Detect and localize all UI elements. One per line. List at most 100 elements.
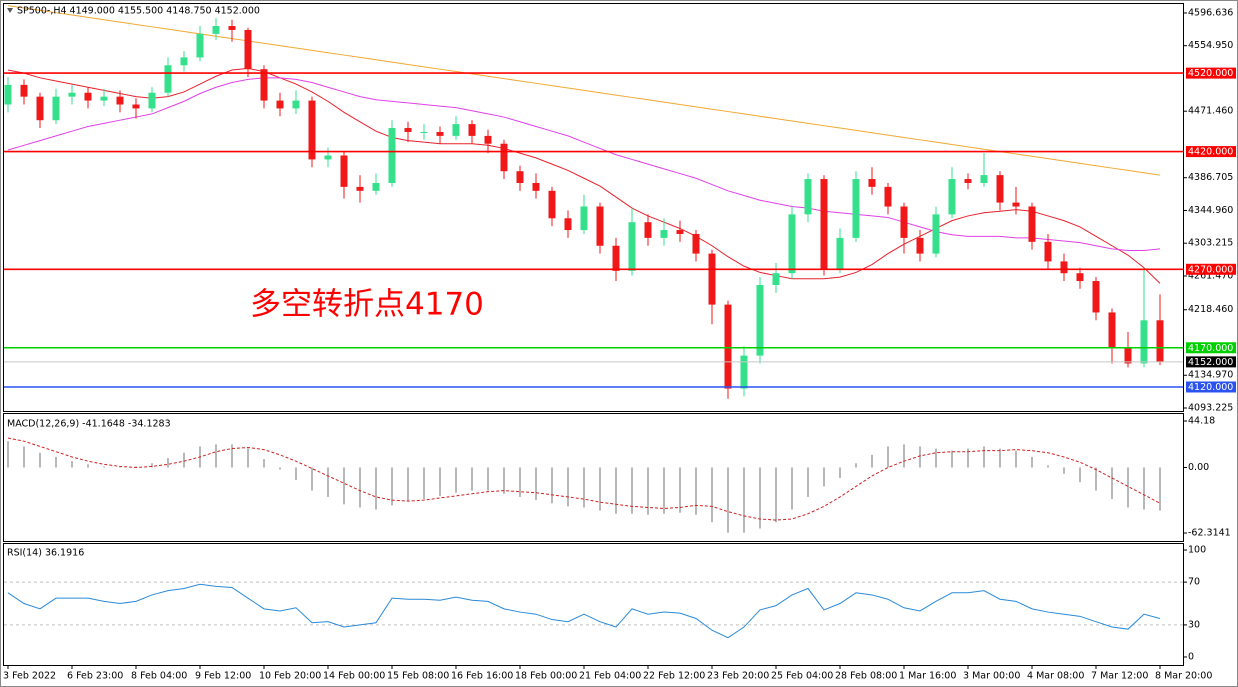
macd-bar xyxy=(1143,467,1145,510)
candle-body xyxy=(404,128,412,132)
macd-bar xyxy=(823,467,825,487)
candle-body xyxy=(100,96,108,101)
candle-body xyxy=(852,179,860,238)
macd-bar xyxy=(503,467,505,494)
panel-title: RSI(14) 36.1916 xyxy=(7,548,84,559)
candle-body xyxy=(1124,347,1132,364)
rsi-panel-frame xyxy=(3,543,1184,666)
candle-body xyxy=(612,245,620,271)
y-tick-label: 0 xyxy=(1188,651,1194,662)
candle-body xyxy=(740,355,748,389)
moving-average xyxy=(7,77,1161,251)
macd-bar xyxy=(1111,467,1113,500)
level-label-box xyxy=(1186,381,1236,393)
y-tick-label: 0.00 xyxy=(1188,462,1209,473)
level-label: 4170.000 xyxy=(1188,343,1233,354)
candle-body xyxy=(1092,281,1100,313)
candle-body xyxy=(116,96,124,105)
candle-body xyxy=(980,175,988,183)
y-tick-label: 100 xyxy=(1188,545,1206,556)
macd-bar xyxy=(295,467,297,481)
macd-panel-frame xyxy=(3,413,1184,542)
macd-bar xyxy=(471,467,473,491)
candle-body xyxy=(628,222,636,271)
candle-body xyxy=(276,100,284,109)
macd-bar xyxy=(391,467,393,506)
candle-body xyxy=(36,96,44,121)
macd-bar xyxy=(967,448,969,468)
candle-body xyxy=(564,218,572,231)
y-tick-label: 4218.460 xyxy=(1188,304,1233,315)
candle-body xyxy=(884,186,892,207)
macd-bar xyxy=(7,441,9,468)
macd-bar xyxy=(519,467,521,497)
macd-bar xyxy=(631,467,633,514)
macd-bar xyxy=(311,467,313,491)
level-label-box xyxy=(1186,67,1236,79)
candle-body xyxy=(692,233,700,254)
y-tick-label: 4386.705 xyxy=(1188,172,1233,183)
macd-bar xyxy=(743,467,745,533)
candle-body xyxy=(788,214,796,274)
level-label-box xyxy=(1186,342,1236,354)
candle-body xyxy=(260,69,268,101)
macd-bar xyxy=(615,467,617,514)
candle-body xyxy=(548,190,556,219)
rsi-line xyxy=(7,583,1161,639)
candle-body xyxy=(500,143,508,172)
macd-bar xyxy=(695,467,697,515)
candle-body xyxy=(164,65,172,93)
y-tick-label: 4261.470 xyxy=(1188,270,1233,281)
macd-bar xyxy=(119,467,121,468)
candle-body xyxy=(436,131,444,136)
symbol-icon xyxy=(7,8,13,13)
macd-bar xyxy=(167,458,169,468)
level-label-box xyxy=(1186,146,1236,158)
x-tick-label: 25 Feb 04:00 xyxy=(771,671,833,682)
macd-bar xyxy=(39,452,41,468)
x-tick-label: 4 Mar 08:00 xyxy=(1027,671,1084,682)
macd-bar xyxy=(375,467,377,510)
candle-body xyxy=(868,179,876,187)
candle-body xyxy=(212,26,220,34)
level-label: 4270.000 xyxy=(1188,264,1233,275)
x-tick-label: 8 Feb 04:00 xyxy=(131,671,187,682)
y-tick-label: 44.18 xyxy=(1188,416,1215,427)
x-tick-label: 8 Mar 20:00 xyxy=(1155,671,1212,682)
candle-body xyxy=(516,171,524,183)
candle-body xyxy=(1076,273,1084,282)
x-tick-label: 14 Feb 00:00 xyxy=(323,671,385,682)
macd-bar xyxy=(983,446,985,468)
candle-body xyxy=(916,237,924,254)
macd-bar xyxy=(103,466,105,468)
macd-bar xyxy=(1063,467,1065,474)
candle-body xyxy=(676,230,684,234)
macd-bar xyxy=(1079,467,1081,483)
candle-body xyxy=(580,206,588,231)
candle-body xyxy=(756,284,764,356)
macd-bar xyxy=(55,456,57,468)
candle-body xyxy=(1140,320,1148,364)
candle-body xyxy=(596,206,604,246)
candle-body xyxy=(292,100,300,109)
candle-body xyxy=(804,179,812,215)
level-label: 4120.000 xyxy=(1188,382,1233,393)
level-label: 4520.000 xyxy=(1188,68,1233,79)
level-label: 4420.000 xyxy=(1188,147,1233,158)
macd-bar xyxy=(871,454,873,468)
macd-bar xyxy=(1159,467,1161,511)
candle-body xyxy=(1156,320,1164,362)
y-tick-label: 30 xyxy=(1188,619,1200,630)
candle-body xyxy=(772,273,780,285)
level-label-box xyxy=(1186,356,1236,368)
price-panel-frame xyxy=(3,3,1184,412)
panel-title: MACD(12,26,9) -41.1648 -34.1283 xyxy=(7,419,171,430)
macd-bar xyxy=(839,467,841,478)
macd-bar xyxy=(727,467,729,533)
macd-bar xyxy=(23,446,25,468)
y-tick-label: 4303.215 xyxy=(1188,238,1233,249)
macd-bar xyxy=(407,467,409,502)
candle-body xyxy=(324,155,332,160)
